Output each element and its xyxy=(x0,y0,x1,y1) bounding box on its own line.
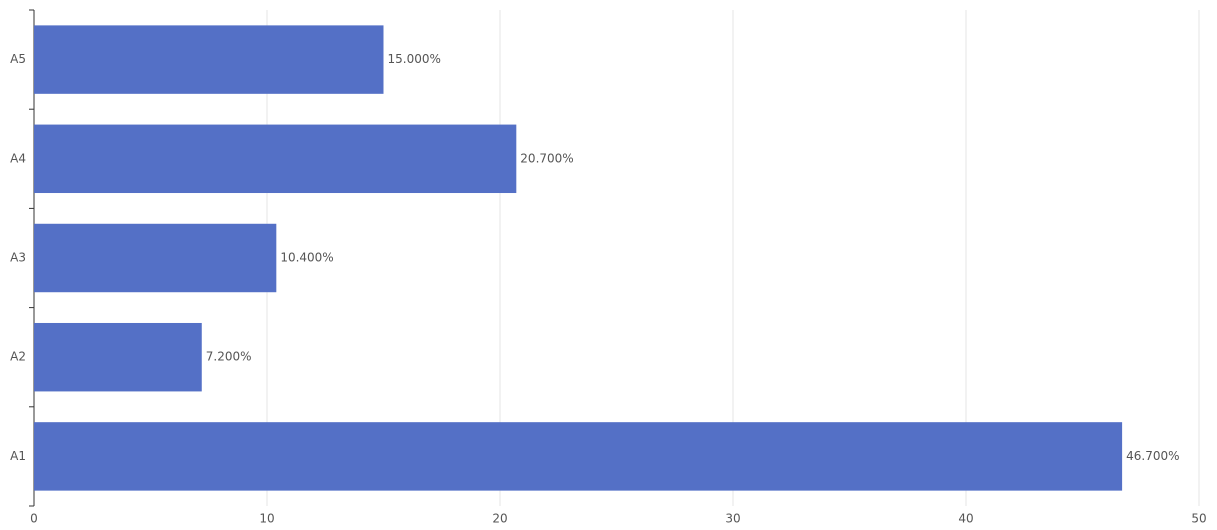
x-tick-label: 30 xyxy=(725,512,740,526)
x-tick-label: 10 xyxy=(259,512,274,526)
y-tick-label: A5 xyxy=(10,52,26,66)
x-tick-label: 40 xyxy=(958,512,973,526)
y-tick-label: A2 xyxy=(10,350,26,364)
value-label: 20.700% xyxy=(520,151,573,165)
bar xyxy=(34,25,384,94)
value-label: 15.000% xyxy=(388,52,441,66)
x-tick-label: 0 xyxy=(30,512,38,526)
bar xyxy=(34,223,277,293)
y-tick-label: A1 xyxy=(10,449,26,463)
y-tick-label: A4 xyxy=(10,151,26,165)
value-label: 46.700% xyxy=(1126,449,1179,463)
bar xyxy=(34,124,517,194)
value-label: 10.400% xyxy=(280,251,333,265)
x-tick-label: 50 xyxy=(1191,512,1206,526)
value-label: 7.200% xyxy=(206,350,252,364)
bar xyxy=(34,322,202,392)
y-tick-label: A3 xyxy=(10,251,26,265)
x-tick-label: 20 xyxy=(492,512,507,526)
bar xyxy=(34,422,1123,491)
